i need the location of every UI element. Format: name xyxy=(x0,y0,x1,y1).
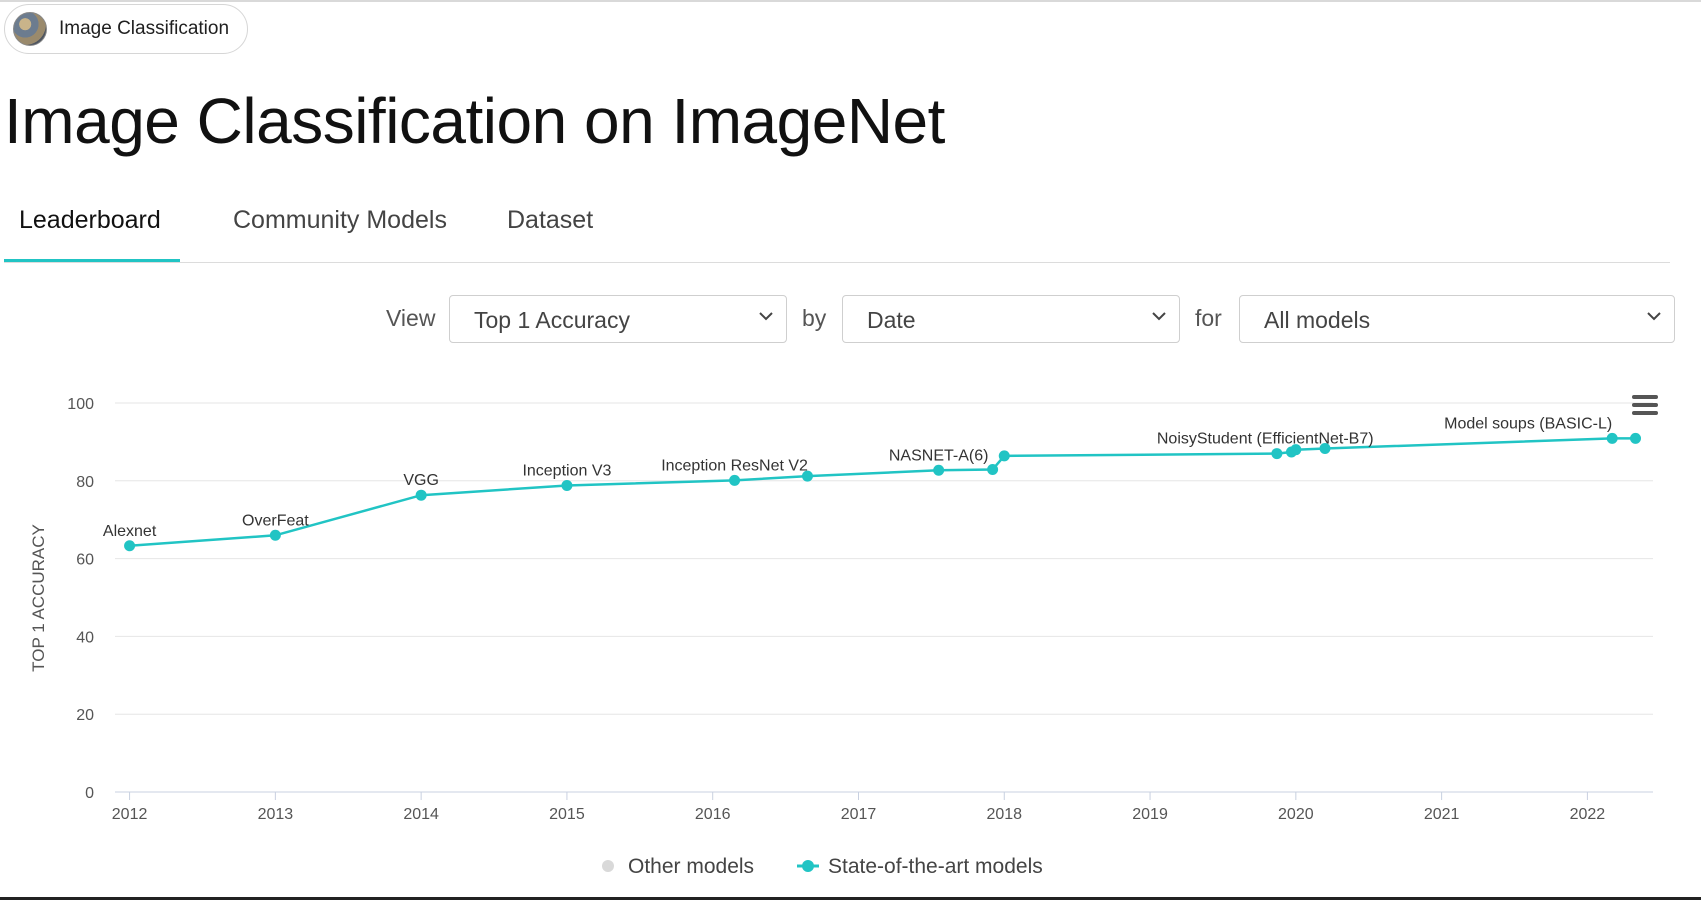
data-point xyxy=(801,470,813,482)
legend-other-models-label[interactable]: Other models xyxy=(628,855,754,878)
x-tick-label: 2013 xyxy=(258,806,294,823)
series-line xyxy=(129,437,1636,548)
y-tick-label: 20 xyxy=(76,707,94,724)
data-point xyxy=(1606,432,1618,444)
y-tick-label: 80 xyxy=(76,474,94,491)
chevron-down-icon xyxy=(1152,312,1166,321)
for-select[interactable]: All models xyxy=(1239,295,1675,343)
view-select[interactable]: Top 1 Accuracy xyxy=(449,295,787,343)
x-tick-label: 2017 xyxy=(841,806,877,823)
data-point xyxy=(1290,444,1302,456)
axes: 0 20 40 60 80 100 2012 2013 2014 2015 2016 2017 2018… xyxy=(67,396,1653,823)
data-labels: Alexnet OverFeat VGG Inception V3 Inception … xyxy=(103,415,1612,539)
data-label: Inception ResNet V2 xyxy=(661,457,808,474)
by-select[interactable]: Date xyxy=(842,295,1180,343)
data-point xyxy=(933,464,945,476)
top-border xyxy=(0,0,1701,2)
by-label: by xyxy=(802,305,827,331)
task-chip[interactable]: Image Classification xyxy=(4,4,248,54)
y-tick-label: 40 xyxy=(76,629,94,646)
tab-community-models[interactable]: Community Models xyxy=(233,206,447,234)
view-label: View xyxy=(386,305,436,331)
task-thumbnail-icon xyxy=(13,12,47,46)
legend-sota-marker xyxy=(802,860,814,872)
chart-menu-icon[interactable] xyxy=(1632,395,1658,415)
x-tick-label: 2015 xyxy=(549,806,585,823)
data-point xyxy=(269,529,281,541)
data-label: Inception V3 xyxy=(522,462,611,479)
data-label: Model soups (BASIC-L) xyxy=(1444,415,1612,432)
for-label: for xyxy=(1195,305,1222,331)
data-point xyxy=(998,450,1010,462)
tab-dataset[interactable]: Dataset xyxy=(507,206,594,234)
data-point xyxy=(124,540,136,552)
y-tick-label: 0 xyxy=(85,785,94,802)
bottom-border xyxy=(0,897,1701,900)
chevron-down-icon xyxy=(759,312,773,321)
data-point xyxy=(1319,443,1331,455)
y-tick-label: 60 xyxy=(76,552,94,569)
sota-line-chart: 0 20 40 60 80 100 2012 2013 2014 2015 2016 2017 2018… xyxy=(29,395,1658,878)
by-select-value: Date xyxy=(867,307,916,333)
x-tick-label: 2018 xyxy=(986,806,1022,823)
data-label: Alexnet xyxy=(103,523,157,540)
data-point xyxy=(987,464,999,476)
task-chip-label: Image Classification xyxy=(59,18,230,39)
series-state-of-the-art xyxy=(124,432,1642,552)
chevron-down-icon xyxy=(1647,312,1661,321)
data-point xyxy=(561,479,573,491)
menu-bar-2 xyxy=(1632,403,1658,407)
chart-controls: View Top 1 Accuracy by Date for All mode… xyxy=(0,295,1701,343)
y-axis-title: TOP 1 ACCURACY xyxy=(29,524,48,672)
x-tick-label: 2022 xyxy=(1570,806,1606,823)
legend-other-models-marker xyxy=(602,860,614,872)
chart-legend: Other models State-of-the-art models xyxy=(602,855,1043,878)
x-tick-label: 2016 xyxy=(695,806,731,823)
x-tick-label: 2012 xyxy=(112,806,148,823)
x-tick-label: 2021 xyxy=(1424,806,1460,823)
data-label: VGG xyxy=(403,472,439,489)
x-tick-label: 2014 xyxy=(403,806,439,823)
data-label: OverFeat xyxy=(242,512,309,529)
data-label: NASNET-A(6) xyxy=(889,447,989,464)
tab-bar: Leaderboard Community Models Dataset xyxy=(4,196,1670,263)
menu-bar-1 xyxy=(1632,395,1658,399)
view-select-value: Top 1 Accuracy xyxy=(474,307,630,333)
data-point xyxy=(1271,448,1283,460)
x-tick-label: 2020 xyxy=(1278,806,1314,823)
data-point xyxy=(1630,432,1642,444)
data-point xyxy=(415,489,427,501)
grid-lines xyxy=(115,402,1653,715)
active-tab-indicator xyxy=(4,259,180,262)
x-tick-label: 2019 xyxy=(1132,806,1168,823)
legend-sota-label[interactable]: State-of-the-art models xyxy=(828,855,1043,878)
y-tick-label: 100 xyxy=(67,396,94,413)
page-title: Image Classification on ImageNet xyxy=(4,85,945,157)
data-point xyxy=(729,474,741,486)
for-select-value: All models xyxy=(1264,307,1371,333)
data-label: NoisyStudent (EfficientNet-B7) xyxy=(1157,431,1374,448)
tab-leaderboard[interactable]: Leaderboard xyxy=(19,206,161,234)
menu-bar-3 xyxy=(1632,411,1658,415)
